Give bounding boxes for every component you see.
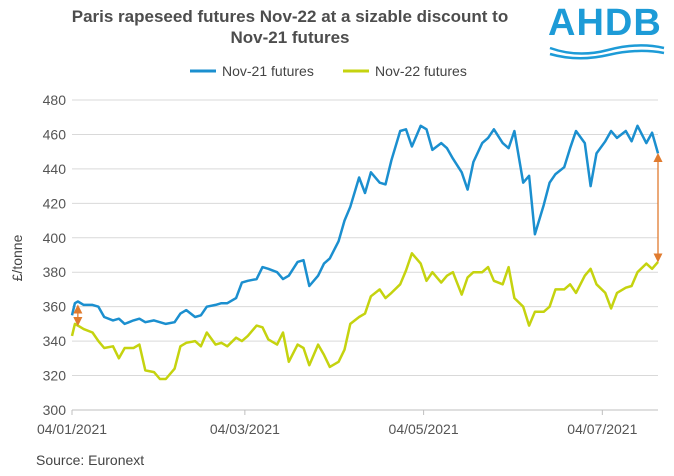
y-tick-label: 340 xyxy=(43,333,67,349)
chart-legend: Nov-21 futures Nov-22 futures xyxy=(190,63,467,79)
y-tick-label: 400 xyxy=(43,230,67,246)
y-tick-label: 460 xyxy=(43,126,67,142)
x-axis: 04/01/2021 04/03/2021 04/05/2021 04/07/2021 xyxy=(37,409,658,437)
logo-text: AHDB xyxy=(548,2,662,44)
series-line-nov21 xyxy=(70,124,660,326)
chart-series xyxy=(70,124,660,381)
legend-label: Nov-21 futures xyxy=(222,63,314,79)
x-tick-label: 04/05/2021 xyxy=(389,421,459,437)
y-axis-label: £/tonne xyxy=(9,234,25,281)
x-tick-label: 04/01/2021 xyxy=(37,421,107,437)
y-tick-label: 300 xyxy=(43,402,67,418)
series-line-nov22 xyxy=(70,252,659,381)
chart-annotations xyxy=(73,152,663,327)
y-tick-label: 380 xyxy=(43,264,67,280)
y-tick-label: 480 xyxy=(43,92,67,108)
y-axis: 300 320 340 360 380 400 420 440 460 480 xyxy=(43,92,67,418)
y-tick-label: 360 xyxy=(43,299,67,315)
chart-title: Paris rapeseed futures Nov-22 at a sizab… xyxy=(30,6,550,48)
y-tick-label: 440 xyxy=(43,161,67,177)
logo-wave-icon xyxy=(549,44,665,60)
x-tick-label: 04/07/2021 xyxy=(567,421,637,437)
y-tick-label: 420 xyxy=(43,195,67,211)
y-tick-label: 320 xyxy=(43,368,67,384)
source-note: Source: Euronext xyxy=(36,452,145,468)
legend-label: Nov-22 futures xyxy=(375,63,467,79)
ahdb-logo: AHDB xyxy=(548,2,666,60)
chart-title-line2: Nov-21 futures xyxy=(230,28,350,47)
x-tick-label: 04/03/2021 xyxy=(210,421,280,437)
chart-title-line1: Paris rapeseed futures Nov-22 at a sizab… xyxy=(71,7,509,26)
